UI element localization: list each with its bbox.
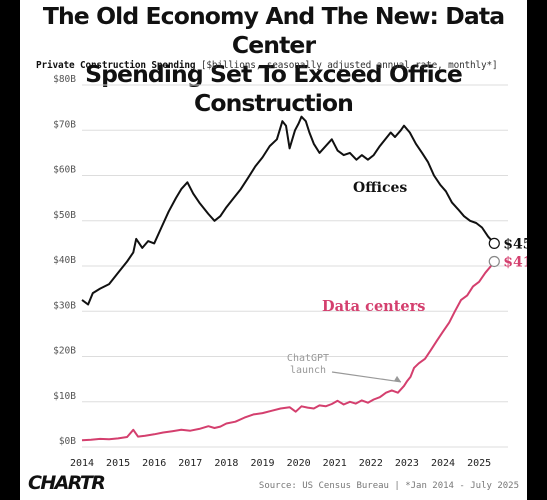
source-note: Source: US Census Bureau | *Jan 2014 - J… xyxy=(258,481,519,491)
annotation-arrow xyxy=(331,371,402,383)
offices-end-value: $45B xyxy=(503,236,527,252)
series-lines xyxy=(81,115,500,442)
gridlines xyxy=(82,84,508,448)
data-centers-line xyxy=(81,260,496,442)
y-tick-label: $40B xyxy=(53,255,76,266)
y-tick-label: $60B xyxy=(53,165,76,176)
x-tick-label: 2020 xyxy=(287,458,311,469)
x-axis-ticks: 2014 2015 2016 2017 2018 2019 2020 2021 2022 2023… xyxy=(70,458,491,469)
data-centers-end-value: $41B xyxy=(503,254,527,270)
chartr-logo: CHARTR xyxy=(28,472,106,494)
data-centers-series-label: Data centers xyxy=(322,298,425,315)
x-tick-label: 2025 xyxy=(467,458,491,469)
chatgpt-annotation-line-1: ChatGPT xyxy=(287,353,329,364)
offices-end-marker xyxy=(488,237,500,249)
y-tick-label: $70B xyxy=(53,119,76,130)
y-tick-label: $30B xyxy=(53,300,76,311)
x-tick-label: 2024 xyxy=(431,458,455,469)
chart-subtitle: Private Construction Spending [$billions… xyxy=(36,60,527,71)
chart-title-line-2: Spending Set To Exceed Office Constructi… xyxy=(85,60,463,117)
chart-subtitle-rest: [$billions, seasonally adjusted annual r… xyxy=(195,60,498,71)
offices-line xyxy=(81,115,496,306)
y-tick-label: $80B xyxy=(53,74,76,85)
x-tick-label: 2017 xyxy=(178,458,202,469)
x-tick-label: 2019 xyxy=(250,458,274,469)
y-axis-ticks: $0B $10B $20B $30B $40B $50B $60B $70B $80B xyxy=(53,74,76,447)
chatgpt-annotation-line-2: launch xyxy=(290,365,326,376)
x-tick-label: 2015 xyxy=(106,458,130,469)
x-tick-label: 2018 xyxy=(214,458,238,469)
x-tick-label: 2022 xyxy=(359,458,383,469)
x-tick-label: 2014 xyxy=(70,458,94,469)
chart-card: The Old Economy And The New: Data Center… xyxy=(20,0,527,500)
annotation-arrowhead xyxy=(394,375,402,382)
y-tick-label: $20B xyxy=(53,346,76,357)
x-tick-label: 2021 xyxy=(323,458,347,469)
x-tick-label: 2016 xyxy=(142,458,166,469)
data-centers-end-marker xyxy=(488,255,500,268)
y-tick-label: $0B xyxy=(59,436,76,447)
offices-series-label: Offices xyxy=(353,180,407,196)
y-tick-label: $10B xyxy=(53,391,76,402)
chart-subtitle-bold: Private Construction Spending xyxy=(36,60,196,71)
x-tick-label: 2023 xyxy=(395,458,419,469)
line-chart: $0B $10B $20B $30B $40B $50B $60B $70B $80B 2014… xyxy=(53,74,527,469)
chart-title-line-1: The Old Economy And The New: Data Center xyxy=(42,2,505,59)
chart-title: The Old Economy And The New: Data Center… xyxy=(20,2,527,118)
y-tick-label: $50B xyxy=(53,210,76,221)
